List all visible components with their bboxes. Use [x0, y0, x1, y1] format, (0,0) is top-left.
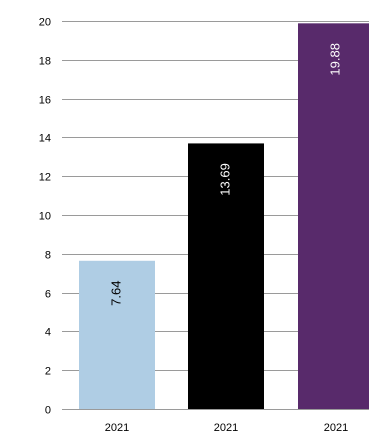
y-axis-tick-labels: 0 2 4 6 8 10 12 14 16 18 20	[39, 17, 51, 417]
y-tick-label: 0	[45, 405, 51, 417]
y-tick-label: 18	[39, 56, 51, 68]
bar	[79, 260, 155, 409]
bar-value-labels: 7.64 13.69 19.88	[108, 43, 342, 306]
bar-value-label: 19.88	[327, 43, 342, 76]
x-tick-label: 2021	[214, 422, 238, 434]
y-tick-label: 4	[45, 327, 51, 339]
y-tick-label: 2	[45, 366, 51, 378]
y-tick-label: 6	[45, 289, 51, 301]
y-tick-label: 14	[39, 133, 51, 145]
x-tick-label: 2021	[324, 422, 348, 434]
bar-value-label: 7.64	[108, 281, 123, 306]
bars	[79, 23, 369, 409]
y-tick-label: 20	[39, 17, 51, 29]
y-tick-label: 10	[39, 211, 51, 223]
y-tick-label: 12	[39, 172, 51, 184]
bar	[188, 143, 264, 409]
bar	[298, 23, 369, 409]
y-tick-label: 16	[39, 95, 51, 107]
x-axis-tick-labels: 2021 2021 2021	[105, 422, 348, 434]
y-tick-label: 8	[45, 250, 51, 262]
bar-value-label: 13.69	[217, 163, 232, 196]
x-tick-label: 2021	[105, 422, 129, 434]
